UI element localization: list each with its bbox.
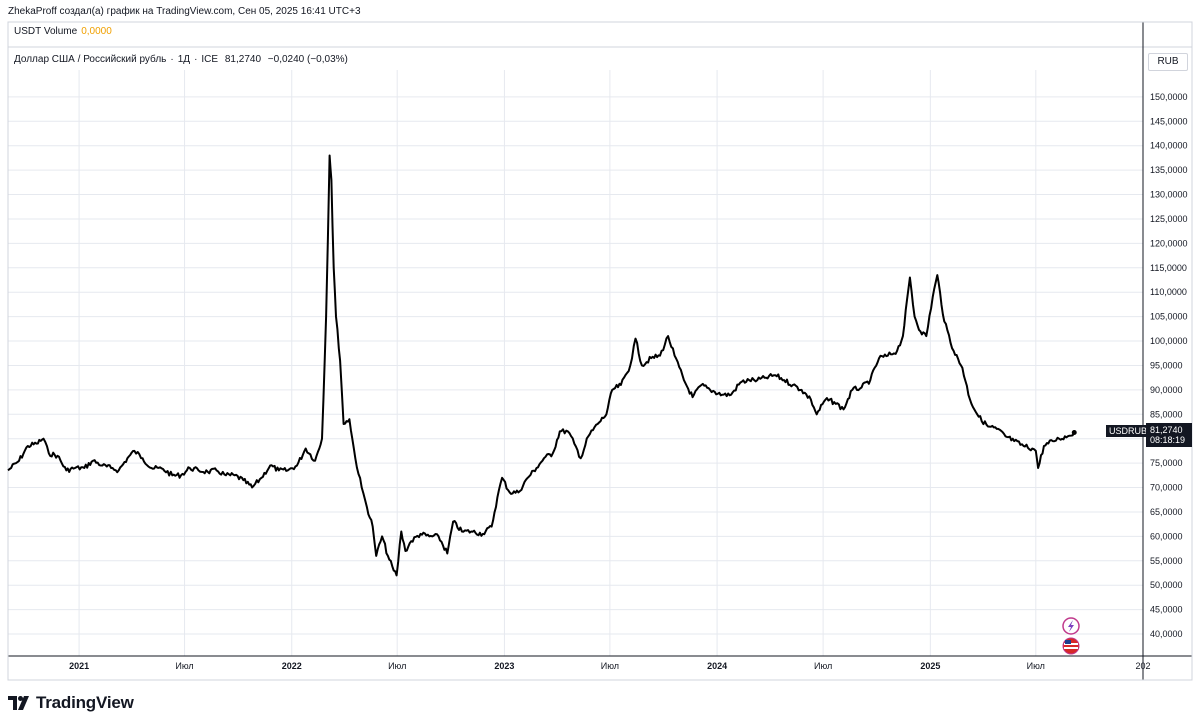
y-tick-label: 95,0000 [1150, 360, 1183, 370]
last-price-value: 81,2740 [1150, 425, 1183, 435]
y-tick-label: 105,0000 [1150, 312, 1188, 322]
y-tick-label: 65,0000 [1150, 507, 1183, 517]
x-tick-label: Июл [388, 661, 406, 671]
y-tick-label: 135,0000 [1150, 165, 1188, 175]
y-tick-label: 115,0000 [1150, 263, 1187, 273]
series-interval: 1Д [177, 54, 191, 65]
y-tick-label: 45,0000 [1150, 605, 1183, 615]
x-tick-label: Июл [1027, 661, 1045, 671]
y-tick-label: 120,0000 [1150, 238, 1188, 248]
series-exchange: ICE [201, 54, 219, 65]
currency-badge[interactable]: RUB [1148, 53, 1188, 71]
usdrub-price-line [7, 154, 1076, 577]
y-tick-label: 150,0000 [1150, 92, 1188, 102]
x-tick-label: Июл [175, 661, 193, 671]
y-tick-label: 140,0000 [1150, 141, 1188, 151]
volume-value: 0,0000 [81, 26, 112, 37]
x-tick-label: Июл [601, 661, 619, 671]
y-tick-label: 90,0000 [1150, 385, 1183, 395]
chart-frame [7, 21, 1193, 681]
x-tick-label: 2025 [920, 661, 940, 671]
y-tick-label: 100,0000 [1150, 336, 1188, 346]
series-change: −0,0240 (−0,03%) [267, 54, 348, 65]
x-tick-label: 202 [1135, 661, 1150, 671]
tradingview-logo[interactable]: TradingView [8, 693, 134, 713]
y-tick-label: 50,0000 [1150, 580, 1183, 590]
y-tick-label: 110,0000 [1150, 287, 1187, 297]
y-tick-label: 130,0000 [1150, 190, 1188, 200]
y-tick-label: 85,0000 [1150, 409, 1183, 419]
y-tick-label: 60,0000 [1150, 531, 1183, 541]
x-tick-label: 2022 [282, 661, 302, 671]
ticker-label: USDRUB [1106, 425, 1151, 437]
author-attribution: ZhekaProff создал(а) график на TradingVi… [8, 6, 361, 17]
series-legend[interactable]: Доллар США / Российский рубль · 1Д · ICE 81,… [14, 54, 348, 65]
last-price-dot [1071, 429, 1077, 435]
tradingview-brand: TradingView [36, 693, 134, 712]
y-tick-label: 125,0000 [1150, 214, 1188, 224]
price-axis[interactable]: 150,0000 145,0000 140,0000 135,0000 130,0000… [1150, 92, 1188, 639]
x-tick-label: 2023 [494, 661, 514, 671]
last-price-tag: 81,2740 08:18:19 [1146, 423, 1192, 447]
series-name: Доллар США / Российский рубль [14, 54, 167, 65]
time-axis[interactable]: 2021 Июл 2022 Июл 2023 Июл 2024 Июл 2025 Июл 202 [69, 661, 1150, 671]
grid-lines [8, 70, 1144, 656]
volume-label: USDT Volume [14, 26, 78, 37]
bar-countdown: 08:18:19 [1150, 435, 1186, 445]
x-tick-label: 2021 [69, 661, 89, 671]
series-last-price: 81,2740 [224, 54, 262, 65]
volume-legend[interactable]: USDT Volume 0,0000 [14, 26, 112, 37]
x-tick-label: Июл [814, 661, 832, 671]
y-tick-label: 70,0000 [1150, 483, 1183, 493]
lightning-icon[interactable] [1062, 617, 1080, 635]
tradingview-logo-icon [8, 696, 29, 710]
y-tick-label: 40,0000 [1150, 629, 1183, 639]
y-tick-label: 75,0000 [1150, 458, 1183, 468]
x-tick-label: 2024 [707, 661, 727, 671]
y-tick-label: 145,0000 [1150, 116, 1188, 126]
us-flag-icon[interactable] [1062, 637, 1080, 655]
y-tick-label: 55,0000 [1150, 556, 1183, 566]
